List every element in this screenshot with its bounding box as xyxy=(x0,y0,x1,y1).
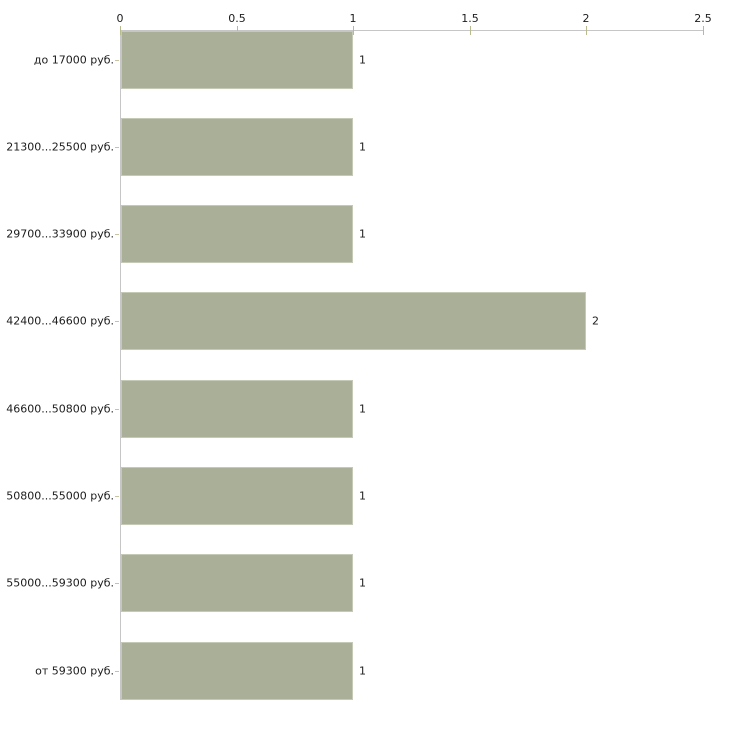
bar-value-label: 2 xyxy=(592,314,599,328)
category-label: 42400...46600 руб. xyxy=(6,314,114,328)
category-tick-mark xyxy=(115,671,119,672)
bar-value-label: 1 xyxy=(359,489,366,503)
x-axis-tick-label: 0 xyxy=(116,12,124,25)
x-axis-tick-label: 1.5 xyxy=(461,12,479,25)
category-label: 29700...33900 руб. xyxy=(6,227,114,241)
x-axis-tick-label: 2 xyxy=(582,12,590,25)
x-axis-tick-mark xyxy=(237,26,238,35)
bar-value-label: 1 xyxy=(359,140,366,154)
x-axis-tick-label: 1 xyxy=(349,12,357,25)
bar xyxy=(121,380,353,438)
bar-value-label: 1 xyxy=(359,402,366,416)
category-label: до 17000 руб. xyxy=(33,53,114,67)
x-axis-tick-label: 2.5 xyxy=(694,12,712,25)
bar-value-label: 1 xyxy=(359,227,366,241)
bar xyxy=(121,292,586,350)
category-tick-mark xyxy=(115,496,119,497)
category-tick-mark xyxy=(115,583,119,584)
bar-value-label: 1 xyxy=(359,53,366,67)
category-tick-mark xyxy=(115,147,119,148)
category-tick-mark xyxy=(115,409,119,410)
bar xyxy=(121,467,353,525)
category-label: от 59300 руб. xyxy=(35,664,114,678)
y-axis-line xyxy=(120,30,121,700)
x-axis-tick-mark xyxy=(120,26,121,35)
x-axis-tick-mark xyxy=(703,26,704,35)
x-axis-line xyxy=(120,30,704,31)
bar xyxy=(121,205,353,263)
category-label: 55000...59300 руб. xyxy=(6,576,114,590)
bar-value-label: 1 xyxy=(359,576,366,590)
bar-value-label: 1 xyxy=(359,664,366,678)
x-axis-tick-label: 0.5 xyxy=(228,12,246,25)
x-axis-tick-mark xyxy=(470,26,471,35)
category-tick-mark xyxy=(115,321,119,322)
bar xyxy=(121,554,353,612)
x-axis-tick-mark xyxy=(353,26,354,35)
x-axis-tick-mark xyxy=(586,26,587,35)
category-tick-mark xyxy=(115,60,119,61)
bar xyxy=(121,642,353,700)
category-label: 21300...25500 руб. xyxy=(6,140,114,154)
category-label: 46600...50800 руб. xyxy=(6,402,114,416)
category-label: 50800...55000 руб. xyxy=(6,489,114,503)
bar xyxy=(121,118,353,176)
bar xyxy=(121,31,353,89)
category-tick-mark xyxy=(115,234,119,235)
